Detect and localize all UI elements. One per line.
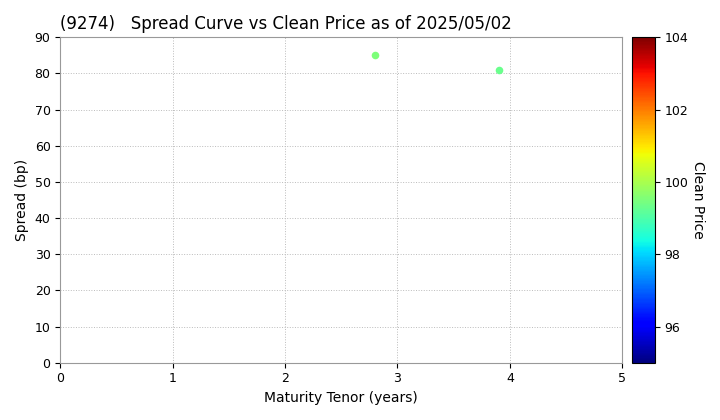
Y-axis label: Clean Price: Clean Price: [691, 161, 705, 239]
Text: (9274)   Spread Curve vs Clean Price as of 2025/05/02: (9274) Spread Curve vs Clean Price as of…: [60, 15, 512, 33]
Point: [369, 52, 381, 59]
Y-axis label: Spread (bp): Spread (bp): [15, 159, 29, 241]
Point: [493, 66, 505, 73]
X-axis label: Maturity Tenor (years): Maturity Tenor (years): [264, 391, 418, 405]
